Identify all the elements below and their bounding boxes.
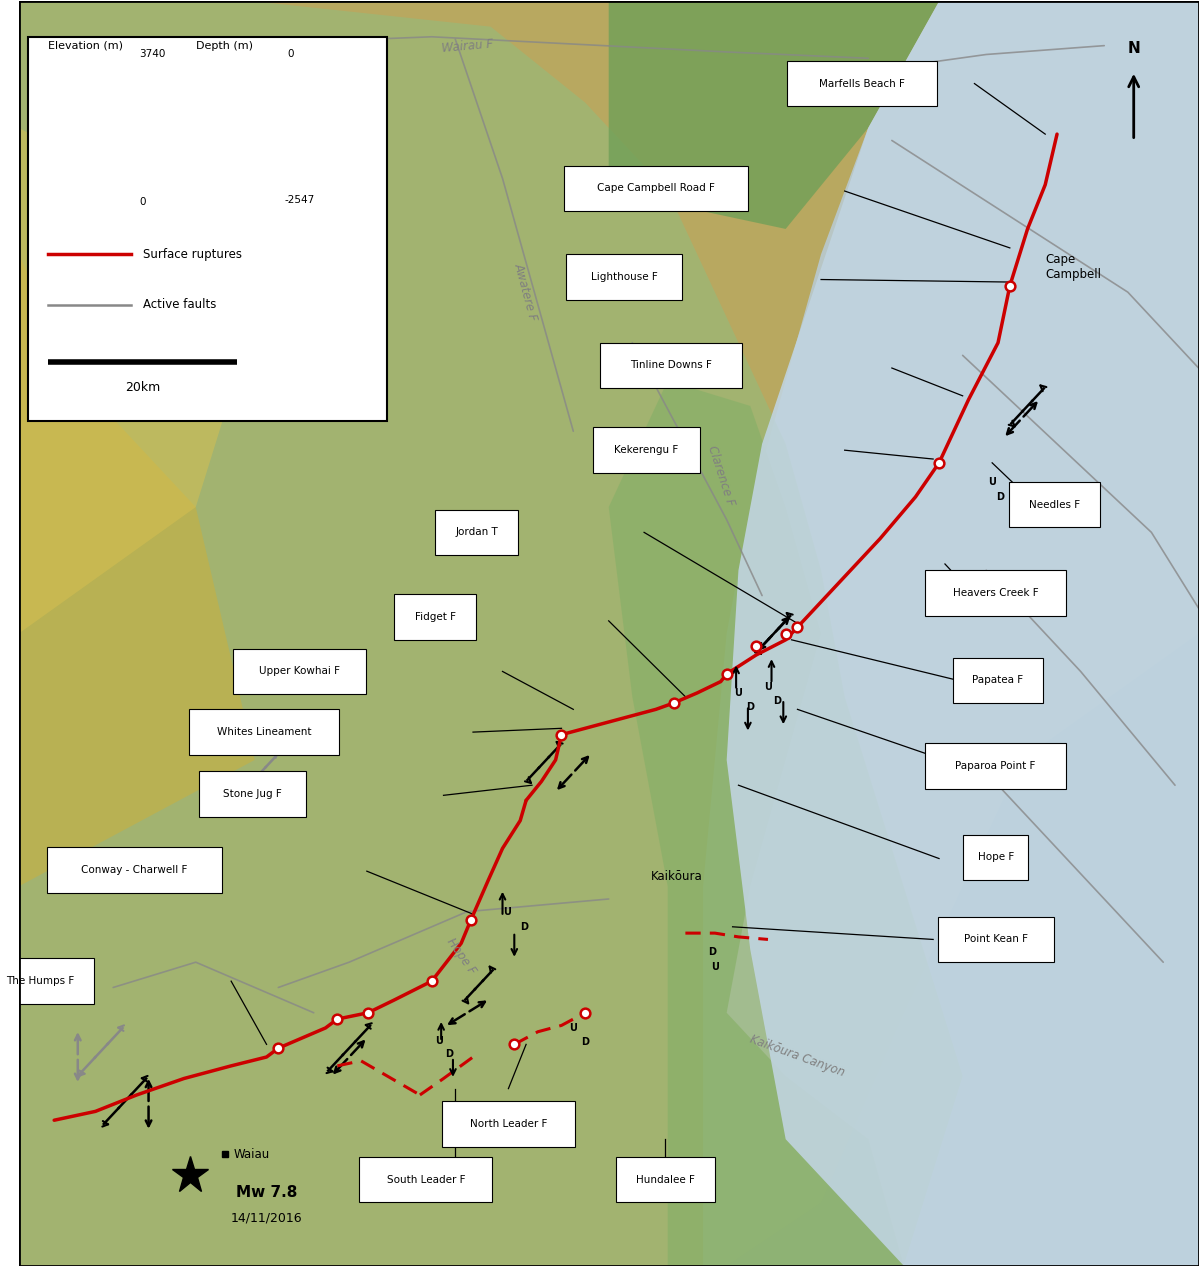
Text: Papatea F: Papatea F xyxy=(972,675,1024,685)
Text: N: N xyxy=(1127,41,1140,56)
Text: Needles F: Needles F xyxy=(1030,499,1080,509)
FancyBboxPatch shape xyxy=(47,848,222,893)
Text: D: D xyxy=(581,1036,589,1047)
FancyBboxPatch shape xyxy=(937,917,1054,962)
Polygon shape xyxy=(727,634,1199,1266)
Text: Conway - Charwell F: Conway - Charwell F xyxy=(82,865,187,875)
FancyBboxPatch shape xyxy=(1009,481,1100,527)
Text: Kaikōura Canyon: Kaikōura Canyon xyxy=(749,1033,847,1079)
Text: Wairau F: Wairau F xyxy=(440,38,493,54)
Polygon shape xyxy=(19,255,254,887)
Text: Mw 7.8: Mw 7.8 xyxy=(236,1185,298,1200)
Text: Fidget F: Fidget F xyxy=(415,612,456,622)
Text: 0: 0 xyxy=(288,49,294,60)
FancyBboxPatch shape xyxy=(925,744,1067,789)
Text: Hope F: Hope F xyxy=(978,853,1014,863)
Text: Stone Jug F: Stone Jug F xyxy=(223,789,282,799)
Text: North Leader F: North Leader F xyxy=(469,1119,547,1129)
FancyBboxPatch shape xyxy=(564,166,748,212)
Text: Whites Lineament: Whites Lineament xyxy=(217,727,312,737)
Text: D: D xyxy=(708,948,716,957)
Text: Paparoa Point F: Paparoa Point F xyxy=(955,761,1036,772)
Text: U: U xyxy=(434,1035,443,1045)
Text: Clarence F: Clarence F xyxy=(704,443,737,507)
FancyBboxPatch shape xyxy=(600,343,742,388)
Polygon shape xyxy=(703,1,1199,1266)
Text: D: D xyxy=(996,492,1004,502)
Text: Point Kean F: Point Kean F xyxy=(964,935,1027,944)
Text: 3740: 3740 xyxy=(139,49,166,60)
Text: Cape Campbell Road F: Cape Campbell Road F xyxy=(596,184,715,194)
Text: Heavers Creek F: Heavers Creek F xyxy=(953,588,1038,598)
Polygon shape xyxy=(608,380,904,1266)
Text: Upper Kowhai F: Upper Kowhai F xyxy=(259,666,340,677)
Polygon shape xyxy=(608,1,940,229)
Text: Kekerengu F: Kekerengu F xyxy=(614,445,678,455)
Polygon shape xyxy=(19,1,962,1266)
FancyBboxPatch shape xyxy=(566,255,682,300)
FancyBboxPatch shape xyxy=(787,61,937,106)
Text: -2547: -2547 xyxy=(284,195,314,205)
Text: U: U xyxy=(764,682,772,692)
Text: U: U xyxy=(710,962,719,972)
FancyBboxPatch shape xyxy=(190,710,340,755)
FancyBboxPatch shape xyxy=(953,658,1043,703)
Text: U: U xyxy=(734,688,743,698)
Text: U: U xyxy=(503,907,511,916)
Text: Elevation (m): Elevation (m) xyxy=(48,41,124,51)
FancyBboxPatch shape xyxy=(394,594,476,640)
Text: Active faults: Active faults xyxy=(143,298,216,312)
Text: Depth (m): Depth (m) xyxy=(196,41,253,51)
Text: Cape
Campbell: Cape Campbell xyxy=(1045,253,1102,281)
Text: 20km: 20km xyxy=(125,380,161,394)
FancyBboxPatch shape xyxy=(925,570,1067,616)
Text: Lighthouse F: Lighthouse F xyxy=(590,272,658,283)
FancyBboxPatch shape xyxy=(593,427,701,473)
FancyBboxPatch shape xyxy=(616,1157,715,1202)
Text: Waiau: Waiau xyxy=(234,1148,270,1161)
Text: 14/11/2016: 14/11/2016 xyxy=(230,1211,302,1224)
FancyBboxPatch shape xyxy=(29,37,386,421)
Polygon shape xyxy=(19,1,1199,1266)
Text: Hundalee F: Hundalee F xyxy=(636,1175,695,1185)
FancyBboxPatch shape xyxy=(359,1157,492,1202)
Text: Marfells Beach F: Marfells Beach F xyxy=(820,79,905,89)
FancyBboxPatch shape xyxy=(964,835,1028,881)
Text: D: D xyxy=(445,1049,454,1059)
Text: Awatere F: Awatere F xyxy=(512,262,540,323)
Polygon shape xyxy=(19,128,254,634)
Text: The Humps F: The Humps F xyxy=(6,976,74,986)
Text: 0: 0 xyxy=(139,198,145,208)
Text: South Leader F: South Leader F xyxy=(386,1175,466,1185)
Text: Hope F: Hope F xyxy=(444,935,479,977)
Text: D: D xyxy=(520,922,528,931)
Text: D: D xyxy=(774,696,781,706)
Text: U: U xyxy=(569,1022,577,1033)
FancyBboxPatch shape xyxy=(233,649,366,694)
FancyBboxPatch shape xyxy=(442,1101,575,1147)
Text: U: U xyxy=(989,476,996,487)
Polygon shape xyxy=(727,1,1199,1266)
Text: D: D xyxy=(746,702,755,712)
Text: Tinline Downs F: Tinline Downs F xyxy=(630,361,712,370)
Text: Kaikōura: Kaikōura xyxy=(652,869,703,883)
FancyBboxPatch shape xyxy=(436,509,517,555)
Text: Surface ruptures: Surface ruptures xyxy=(143,248,241,261)
FancyBboxPatch shape xyxy=(0,958,94,1003)
FancyBboxPatch shape xyxy=(198,772,306,817)
Text: Jordan T: Jordan T xyxy=(455,527,498,537)
